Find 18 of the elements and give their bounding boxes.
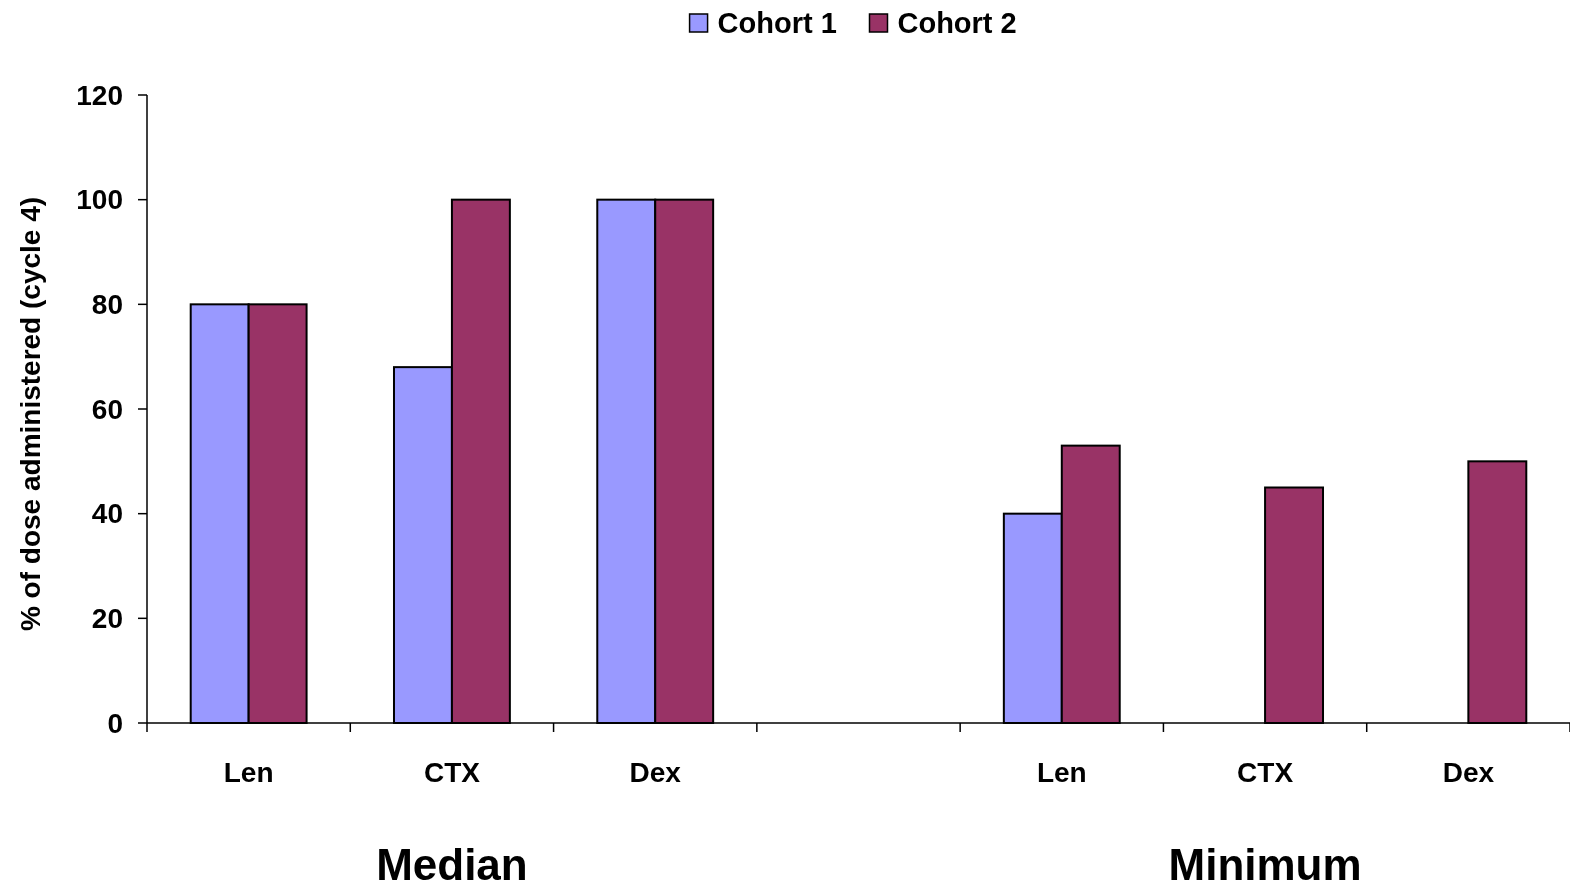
legend-label: Cohort 1 [717,7,837,40]
y-tick-label: 0 [107,707,123,739]
x-tick-label: Dex [1442,757,1495,788]
y-axis-title: % of dose administered (cycle 4) [15,196,46,632]
x-tick-label: Len [223,757,274,788]
x-tick-label: Len [1036,757,1087,788]
x-tick-label: CTX [1237,757,1294,788]
y-tick-label: 40 [91,498,123,530]
y-tick-label: 120 [76,79,123,111]
y-tick-label: 60 [91,393,123,425]
y-tick-label: 100 [76,184,123,216]
y-tick-label: 80 [91,289,123,321]
x-tick-label: CTX [423,757,481,788]
text: Minimum [1168,840,1362,889]
text: Median [376,840,528,889]
legend-label: Cohort 2 [897,7,1017,40]
y-tick-label: 20 [91,603,123,635]
x-tick-label: Dex [629,757,682,788]
